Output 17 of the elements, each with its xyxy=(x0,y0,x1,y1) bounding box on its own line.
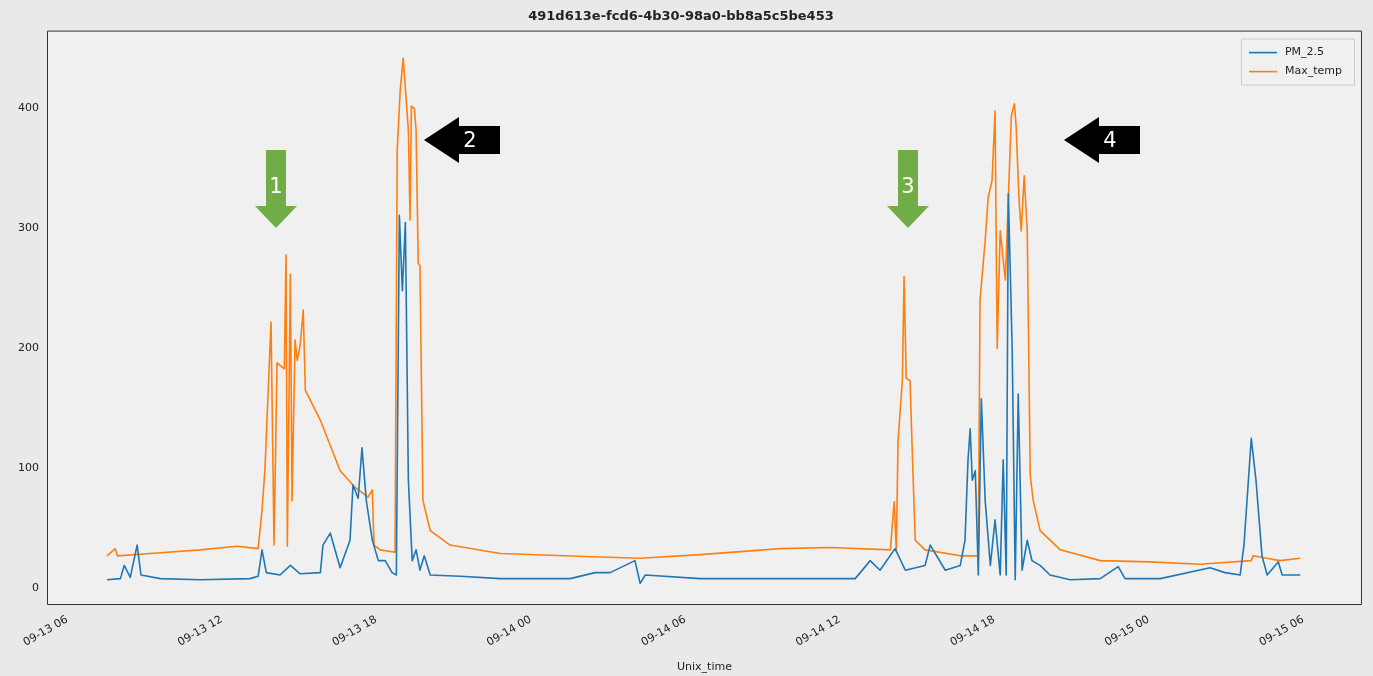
legend-label: PM_2.5 xyxy=(1284,45,1325,59)
annotation: 2 xyxy=(463,128,477,152)
x-axis-title: Unix_time xyxy=(677,660,733,674)
y-tick-label: 100 xyxy=(18,461,39,475)
annotation: 3 xyxy=(901,174,915,198)
arrow-icon: 1 xyxy=(255,150,297,228)
arrow-icon: 2 xyxy=(424,117,500,163)
y-tick-label: 0 xyxy=(32,581,39,595)
y-tick-label: 300 xyxy=(18,221,39,235)
y-tick-label: 200 xyxy=(18,341,39,355)
y-tick-label: 400 xyxy=(18,101,39,115)
arrow-icon: 4 xyxy=(1064,117,1140,163)
legend-label: Max_temp xyxy=(1284,64,1343,78)
annotation: 4 xyxy=(1103,128,1117,152)
arrow-icon: 3 xyxy=(887,150,929,228)
annotation: 1 xyxy=(269,174,283,198)
chart-title: 491d613e-fcd6-4b30-98a0-bb8a5c5be453 xyxy=(528,8,834,24)
